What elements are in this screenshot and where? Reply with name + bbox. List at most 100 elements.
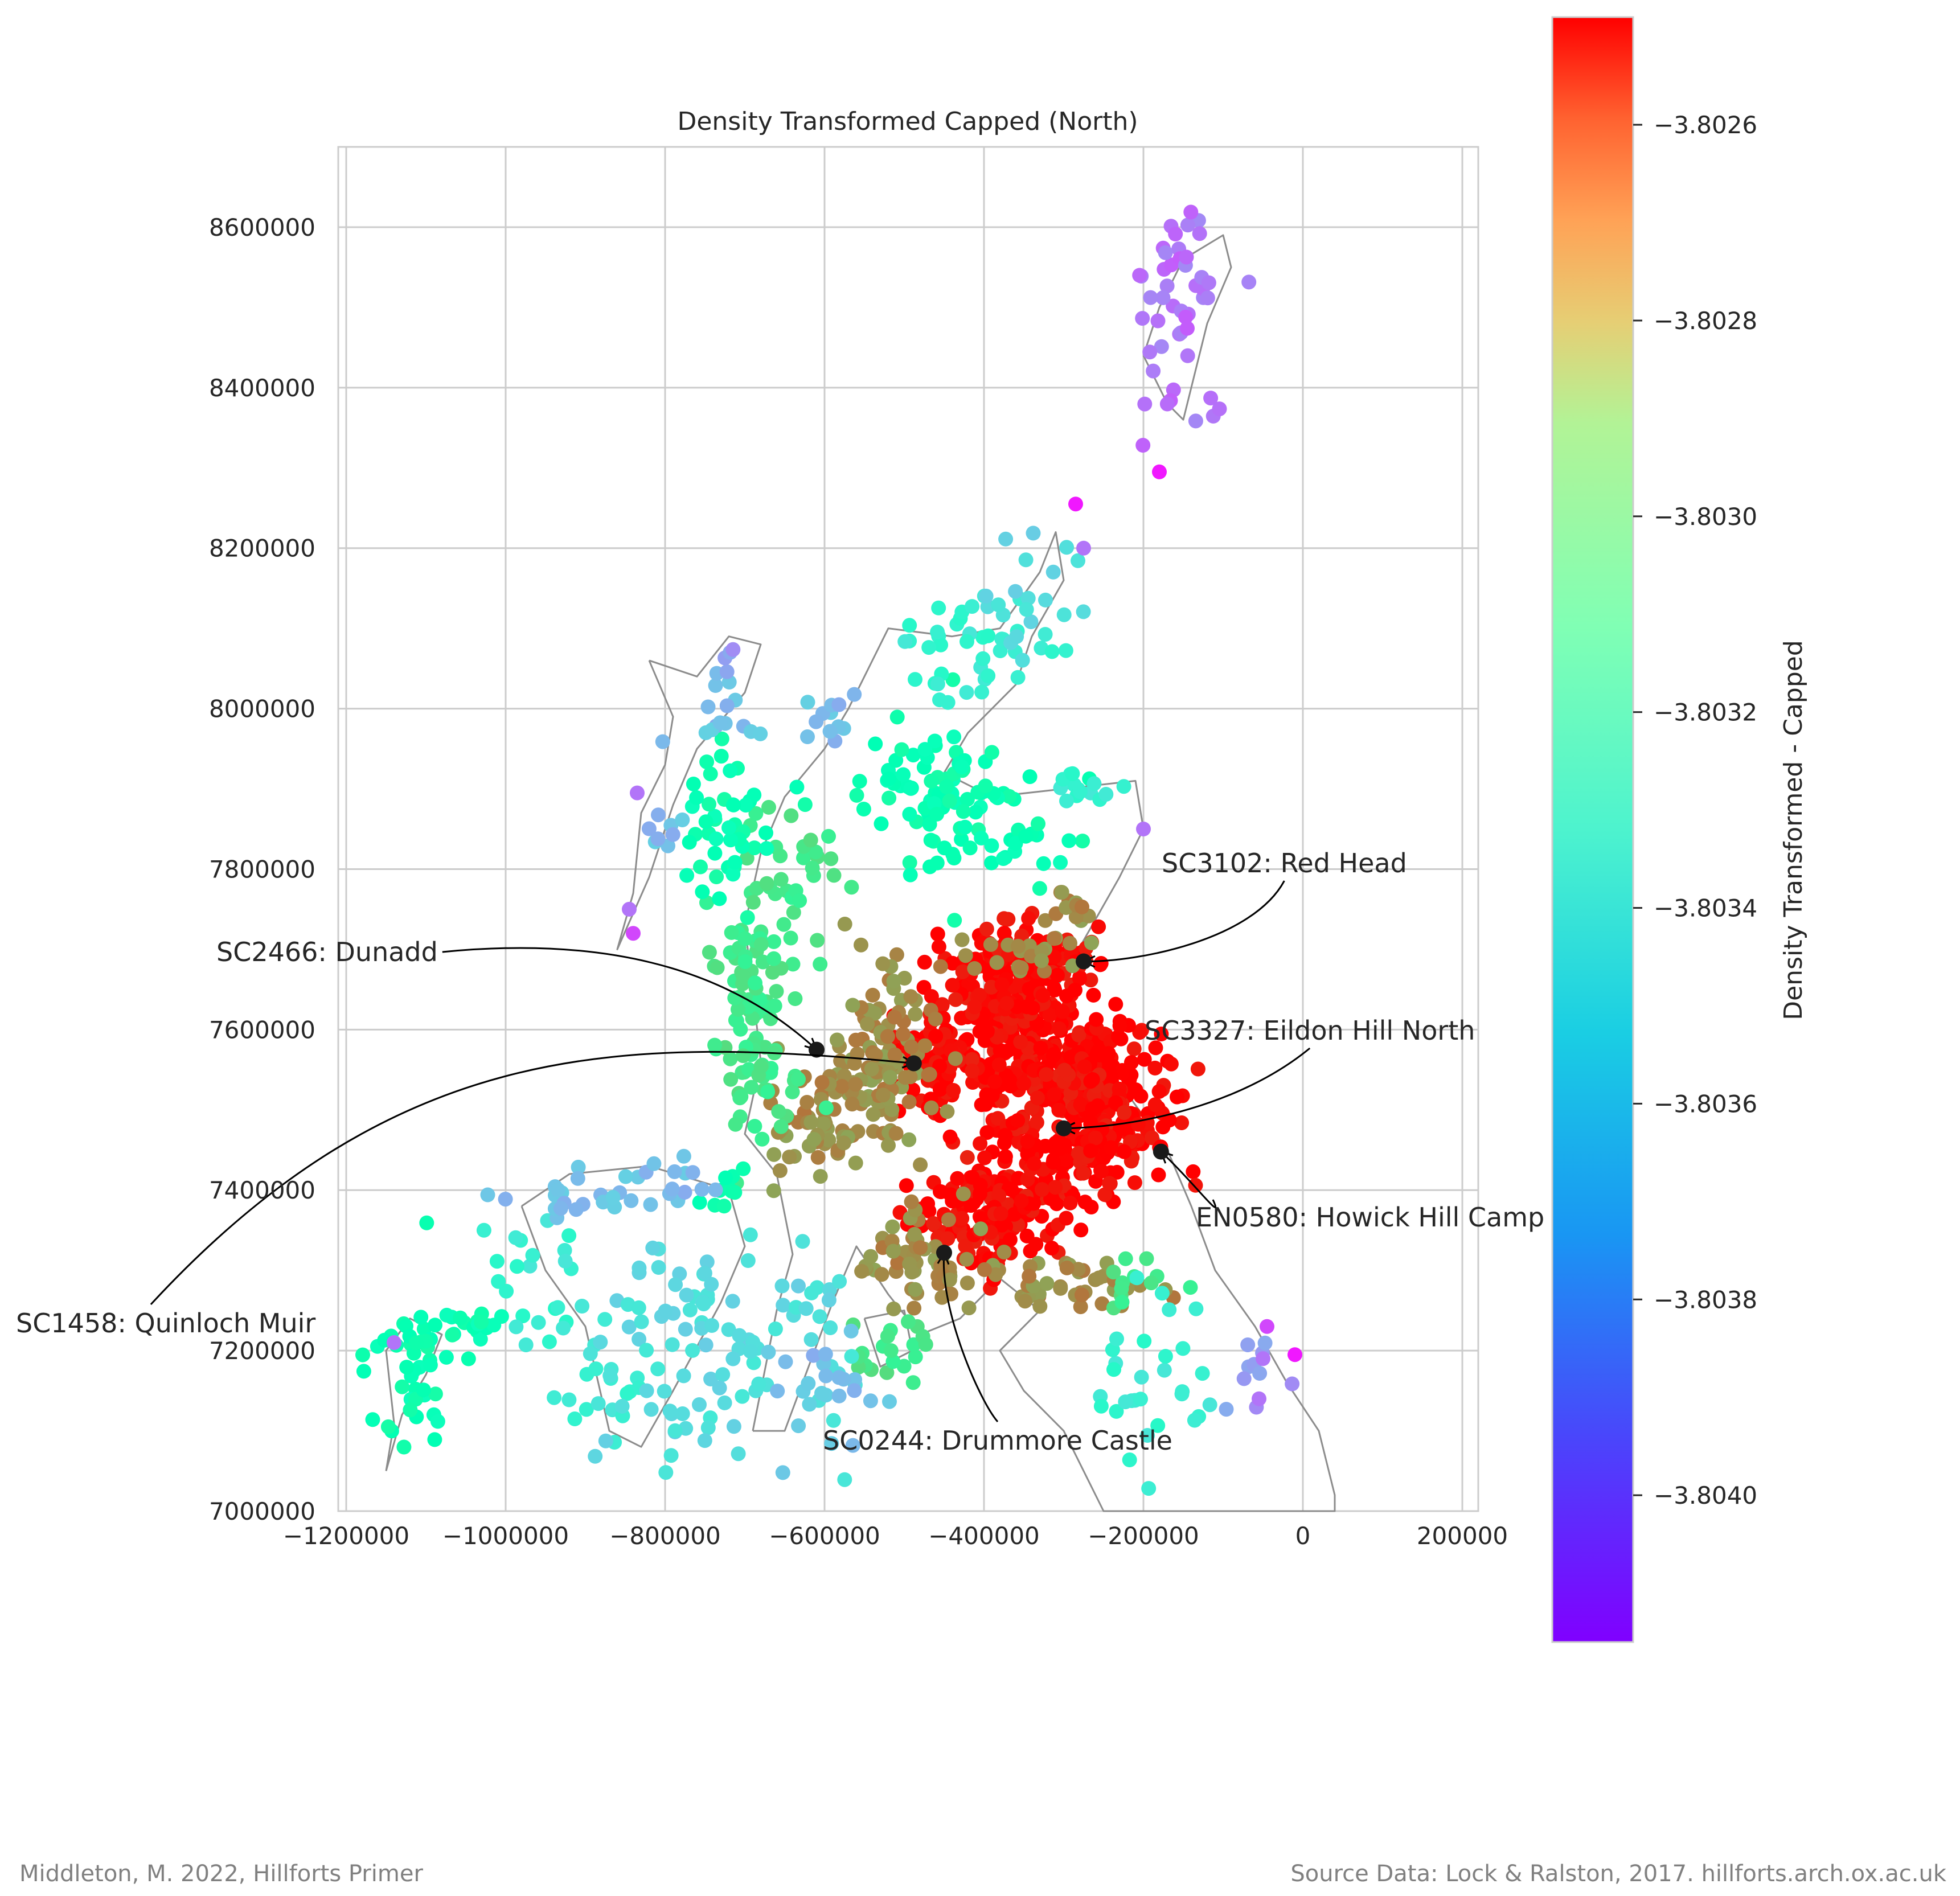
hillfort-point bbox=[723, 1072, 739, 1087]
hillfort-point bbox=[1016, 1076, 1031, 1091]
hillfort-point bbox=[1022, 1269, 1037, 1284]
hillfort-point bbox=[989, 955, 1004, 970]
hillfort-point bbox=[805, 860, 820, 876]
hillfort-point bbox=[803, 1332, 819, 1347]
hillfort-point bbox=[831, 1370, 847, 1385]
hillfort-point bbox=[631, 1300, 646, 1315]
hillfort-point bbox=[733, 1089, 749, 1104]
hillfort-point bbox=[1144, 1130, 1159, 1146]
hillfort-point bbox=[438, 1349, 454, 1365]
hillfort-point bbox=[1002, 789, 1017, 804]
hillfort-point bbox=[439, 1307, 454, 1323]
hillfort-point bbox=[959, 685, 974, 700]
hillfort-point bbox=[776, 917, 792, 932]
hillfort-point bbox=[685, 1165, 700, 1180]
hillfort-point bbox=[978, 778, 993, 794]
hillfort-point bbox=[792, 893, 807, 908]
hillfort-point bbox=[886, 974, 901, 989]
hillfort-point bbox=[905, 1375, 921, 1390]
hillfort-point bbox=[1077, 1059, 1092, 1074]
hillfort-point bbox=[1019, 602, 1034, 617]
hillfort-point bbox=[1241, 274, 1257, 290]
hillfort-point bbox=[679, 868, 695, 883]
hillfort-point bbox=[1151, 1167, 1166, 1183]
hillfort-point bbox=[658, 1303, 673, 1319]
hillfort-point bbox=[883, 1343, 899, 1359]
hillfort-point bbox=[968, 805, 983, 820]
hillfort-point bbox=[975, 651, 991, 666]
annotation-label: SC3102: Red Head bbox=[1162, 848, 1407, 879]
hillfort-point bbox=[849, 787, 864, 803]
hillfort-point bbox=[1168, 227, 1183, 241]
hillfort-point bbox=[950, 1171, 965, 1186]
hillfort-point bbox=[567, 1411, 583, 1426]
hillfort-point bbox=[822, 1282, 837, 1297]
hillfort-point bbox=[960, 791, 975, 807]
hillfort-point bbox=[967, 961, 982, 976]
hillfort-point bbox=[657, 1384, 672, 1399]
hillfort-point bbox=[651, 807, 666, 823]
hillfort-point bbox=[747, 840, 762, 856]
hillfort-point bbox=[731, 1446, 746, 1462]
annotated-site-marker bbox=[1056, 1120, 1072, 1136]
y-tick-label: 8400000 bbox=[209, 374, 315, 402]
hillfort-point bbox=[751, 1376, 766, 1392]
hillfort-point bbox=[1114, 1281, 1129, 1296]
hillfort-point bbox=[1109, 1403, 1124, 1419]
hillfort-point bbox=[930, 625, 945, 640]
hillfort-point bbox=[834, 1079, 850, 1094]
hillfort-point bbox=[428, 1386, 443, 1402]
hillfort-point bbox=[1050, 967, 1065, 983]
colorbar-label: Density Transformed - Capped bbox=[1779, 640, 1808, 1020]
hillfort-point bbox=[1053, 1140, 1069, 1156]
hillfort-point bbox=[1147, 1097, 1163, 1113]
annotation-label: SC0244: Drummore Castle bbox=[823, 1425, 1172, 1456]
hillfort-point bbox=[1018, 552, 1034, 568]
annotation-arrow bbox=[442, 947, 818, 1050]
hillfort-point bbox=[1093, 1398, 1109, 1414]
hillfort-point bbox=[1073, 1097, 1088, 1113]
hillfort-point bbox=[908, 1007, 923, 1022]
hillfort-point bbox=[639, 1383, 654, 1398]
hillfort-point bbox=[1047, 1087, 1062, 1102]
hillfort-point bbox=[1148, 1040, 1163, 1056]
hillfort-point bbox=[725, 867, 741, 882]
hillfort-point bbox=[1162, 1113, 1177, 1128]
hillfort-point bbox=[699, 1254, 715, 1270]
hillfort-point bbox=[753, 937, 769, 952]
x-tick-label: −200000 bbox=[1088, 1522, 1199, 1550]
hillfort-point bbox=[1039, 1067, 1054, 1082]
hillfort-point bbox=[932, 1058, 948, 1074]
hillfort-point bbox=[727, 855, 743, 870]
hillfort-point bbox=[947, 913, 962, 928]
hillfort-point bbox=[630, 785, 645, 801]
hillfort-point bbox=[940, 1104, 955, 1119]
hillfort-point bbox=[783, 930, 798, 946]
hillfort-point bbox=[700, 699, 716, 715]
hillfort-point bbox=[1154, 339, 1169, 354]
hillfort-point bbox=[1014, 960, 1029, 975]
hillfort-point bbox=[1018, 828, 1034, 844]
hillfort-point bbox=[901, 1132, 917, 1147]
hillfort-point bbox=[515, 1308, 531, 1324]
hillfort-point bbox=[745, 894, 761, 910]
hillfort-point bbox=[1009, 629, 1024, 645]
hillfort-point bbox=[403, 1402, 418, 1418]
hillfort-point bbox=[954, 1011, 969, 1026]
hillfort-point bbox=[1200, 290, 1215, 306]
hillfort-point bbox=[956, 804, 971, 819]
hillfort-point bbox=[928, 1011, 943, 1027]
hillfort-point bbox=[847, 1372, 863, 1387]
hillfort-point bbox=[698, 1337, 714, 1353]
hillfort-point bbox=[1075, 899, 1089, 914]
hillfort-point bbox=[1030, 1090, 1045, 1106]
colorbar-ticks: −3.8026 −3.8028 −3.8030 −3.8032 −3.8034 −3.80… bbox=[1633, 111, 1757, 1509]
hillfort-point bbox=[1028, 1237, 1044, 1252]
hillfort-point bbox=[387, 1335, 401, 1350]
hillfort-point bbox=[1118, 1394, 1133, 1410]
hillfort-point bbox=[1219, 1402, 1234, 1417]
hillfort-point bbox=[1188, 1177, 1203, 1193]
hillfort-point bbox=[766, 1147, 782, 1162]
hillfort-point bbox=[726, 797, 741, 812]
hillfort-point bbox=[998, 1149, 1013, 1164]
